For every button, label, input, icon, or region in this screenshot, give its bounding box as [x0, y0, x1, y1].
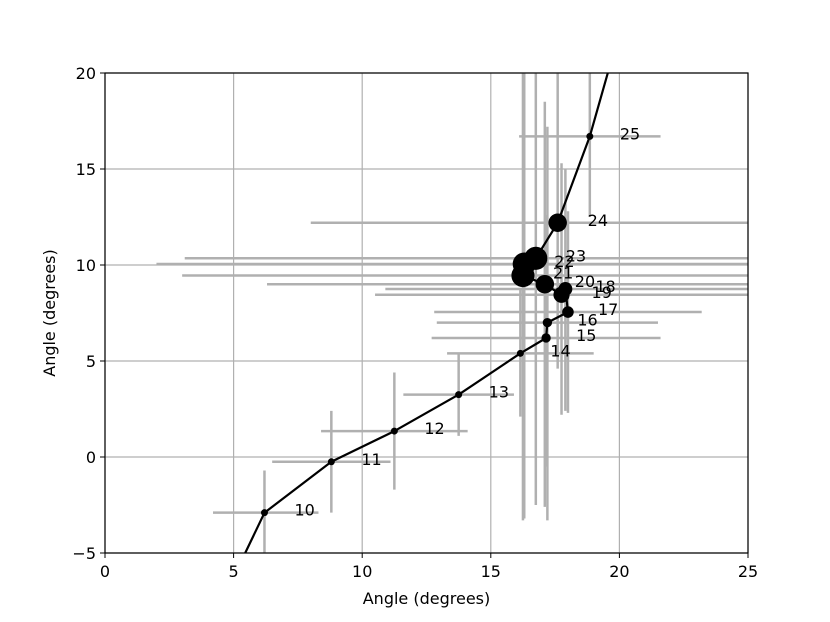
y-tick-label: 0	[86, 448, 96, 467]
data-point	[562, 306, 574, 318]
y-axis-label: Angle (degrees)	[40, 249, 59, 377]
data-label: 24	[588, 211, 608, 230]
data-label: 18	[595, 277, 615, 296]
y-tick-label: 20	[76, 64, 96, 83]
plot-area	[156, 73, 748, 553]
x-tick-label: 5	[229, 562, 239, 581]
data-point	[524, 246, 548, 270]
plot-frame	[104, 72, 749, 554]
data-label: 16	[577, 311, 597, 330]
data-label: 23	[566, 246, 586, 265]
data-label: 22	[554, 252, 574, 271]
data-point	[586, 132, 594, 140]
data-label: 21	[553, 264, 573, 283]
data-label: 20	[575, 272, 595, 291]
data-label: 13	[489, 383, 509, 402]
data-point	[553, 286, 570, 303]
x-axis-label: Angle (degrees)	[363, 589, 491, 608]
y-tick-label: 10	[76, 256, 96, 275]
data-label: 11	[361, 450, 381, 469]
data-label: 14	[550, 341, 570, 360]
data-point	[548, 213, 567, 233]
data-point	[542, 317, 553, 328]
error-bars	[156, 73, 748, 553]
y-tick-label: 5	[86, 352, 96, 371]
y-tick-label: 15	[76, 160, 96, 179]
data-label: 15	[576, 326, 596, 345]
x-tick-label: 0	[100, 562, 110, 581]
data-label: 19	[592, 283, 612, 302]
y-tick-label: −5	[72, 544, 96, 563]
data-point	[535, 274, 555, 294]
data-label: 17	[598, 300, 618, 319]
data-point	[390, 427, 398, 435]
markers	[260, 132, 594, 517]
data-label: 12	[424, 419, 444, 438]
data-point	[327, 458, 335, 466]
x-tick-label: 20	[609, 562, 629, 581]
data-point	[541, 333, 551, 343]
data-point	[516, 349, 524, 357]
x-tick-label: 25	[738, 562, 758, 581]
x-tick-label: 10	[352, 562, 372, 581]
data-label: 10	[294, 501, 314, 520]
x-tick-label: 15	[481, 562, 501, 581]
data-point	[260, 509, 268, 517]
data-point	[455, 391, 463, 399]
data-label: 25	[620, 124, 640, 143]
